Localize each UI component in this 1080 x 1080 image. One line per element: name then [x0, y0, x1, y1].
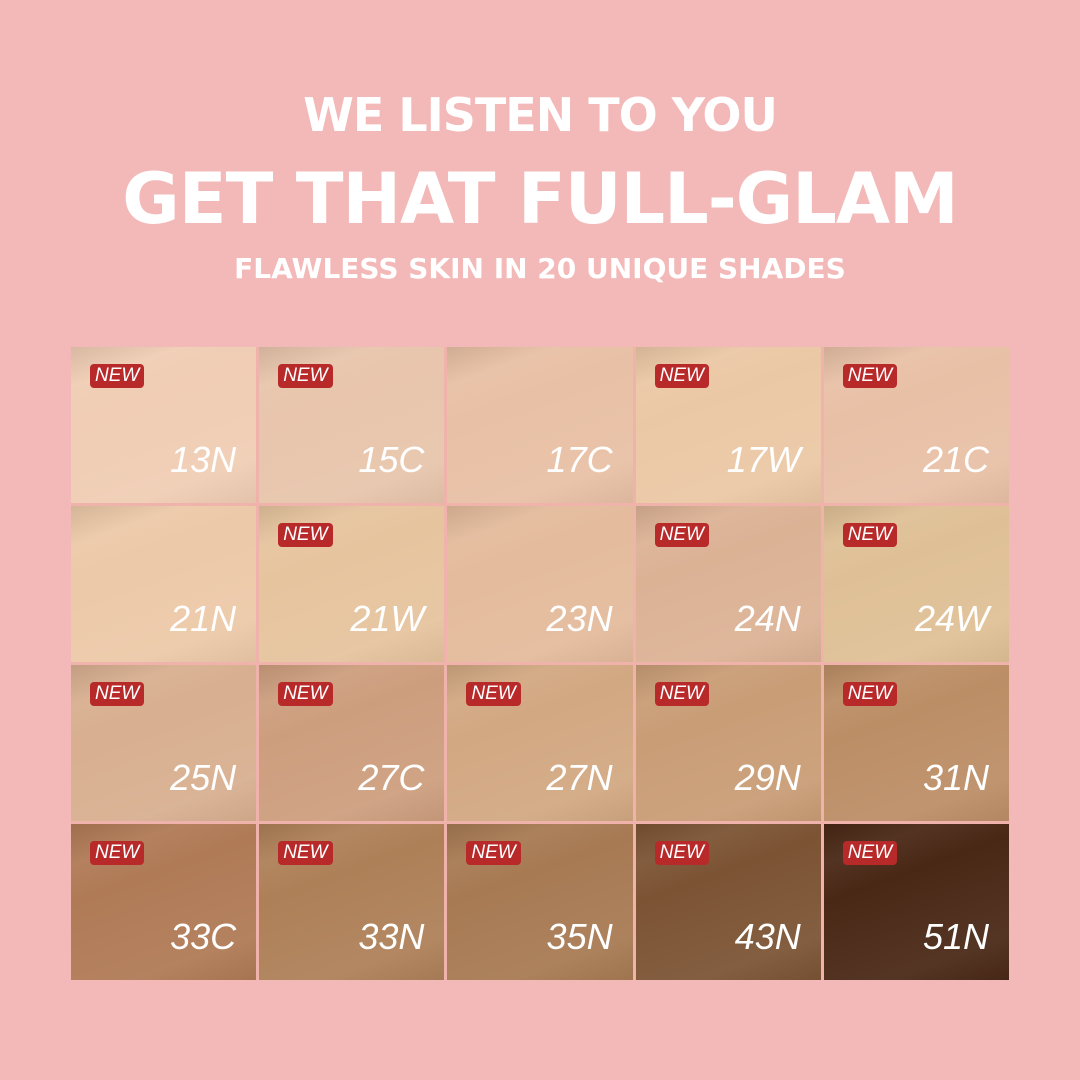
shade-swatch-33c: NEW 33C — [71, 824, 257, 980]
new-badge: NEW — [90, 841, 145, 865]
new-badge: NEW — [90, 682, 145, 706]
shade-label: 43N — [734, 916, 801, 957]
new-badge: NEW — [654, 682, 709, 706]
shade-swatch-24n: NEW 24N — [635, 506, 821, 662]
shade-label: 21W — [350, 598, 425, 639]
shade-label: 51N — [922, 916, 989, 957]
shade-swatch-25n: NEW 25N — [71, 665, 257, 821]
shade-swatch-43n: NEW 43N — [635, 824, 821, 980]
shade-label: 24W — [914, 598, 989, 639]
shade-label: 21C — [922, 439, 989, 480]
shade-label: 24N — [734, 598, 801, 639]
new-badge: NEW — [842, 523, 898, 547]
new-badge: NEW — [654, 364, 709, 388]
shade-label: 35N — [546, 916, 613, 957]
shade-swatch-17w: NEW 17W — [635, 347, 821, 503]
shade-swatch-13n: NEW 13N — [71, 347, 257, 503]
new-badge: NEW — [278, 682, 333, 706]
shade-swatch-21n: 21N — [71, 506, 257, 662]
subheadline: FLAWLESS SKIN IN 20 UNIQUE SHADES — [234, 252, 846, 285]
shade-label: 17C — [546, 439, 613, 480]
shade-swatch-51n: NEW 51N — [823, 824, 1009, 980]
shade-swatch-21w: NEW 21W — [259, 506, 445, 662]
shade-swatch-31n: NEW 31N — [823, 665, 1009, 821]
shade-swatch-17c: 17C — [447, 347, 633, 503]
shade-swatch-15c: NEW 15C — [259, 347, 445, 503]
shade-grid: NEW 13N NEW 15C 17C NEW 17W NEW 21C 21N NEW 21W 23N N… — [71, 347, 1009, 980]
shade-swatch-24w: NEW 24W — [823, 506, 1009, 662]
shade-label: 29N — [734, 757, 801, 798]
shade-swatch-21c: NEW 21C — [823, 347, 1009, 503]
new-badge: NEW — [466, 682, 521, 706]
shade-swatch-27c: NEW 27C — [259, 665, 445, 821]
shade-label: 15C — [358, 439, 425, 480]
shade-label: 27N — [546, 757, 613, 798]
new-badge: NEW — [278, 841, 333, 865]
shade-swatch-27n: NEW 27N — [447, 665, 633, 821]
new-badge: NEW — [654, 523, 709, 547]
shade-label: 33N — [358, 916, 425, 957]
new-badge: NEW — [842, 364, 898, 388]
shade-label: 33C — [170, 916, 237, 957]
shade-swatch-29n: NEW 29N — [635, 665, 821, 821]
tagline: WE LISTEN TO YOU — [303, 88, 778, 142]
shade-swatch-33n: NEW 33N — [259, 824, 445, 980]
headline: GET THAT FULL-GLAM — [122, 158, 958, 240]
shade-label: 13N — [170, 439, 237, 480]
shade-label: 23N — [546, 598, 613, 639]
new-badge: NEW — [278, 364, 333, 388]
shade-label: 17W — [726, 439, 801, 480]
new-badge: NEW — [278, 523, 333, 547]
shade-label: 27C — [358, 757, 425, 798]
new-badge: NEW — [842, 682, 898, 706]
shade-label: 25N — [170, 757, 237, 798]
new-badge: NEW — [842, 841, 898, 865]
new-badge: NEW — [654, 841, 709, 865]
new-badge: NEW — [466, 841, 521, 865]
shade-label: 21N — [170, 598, 237, 639]
shade-label: 31N — [922, 757, 989, 798]
new-badge: NEW — [90, 364, 145, 388]
shade-swatch-35n: NEW 35N — [447, 824, 633, 980]
shade-swatch-23n: 23N — [447, 506, 633, 662]
